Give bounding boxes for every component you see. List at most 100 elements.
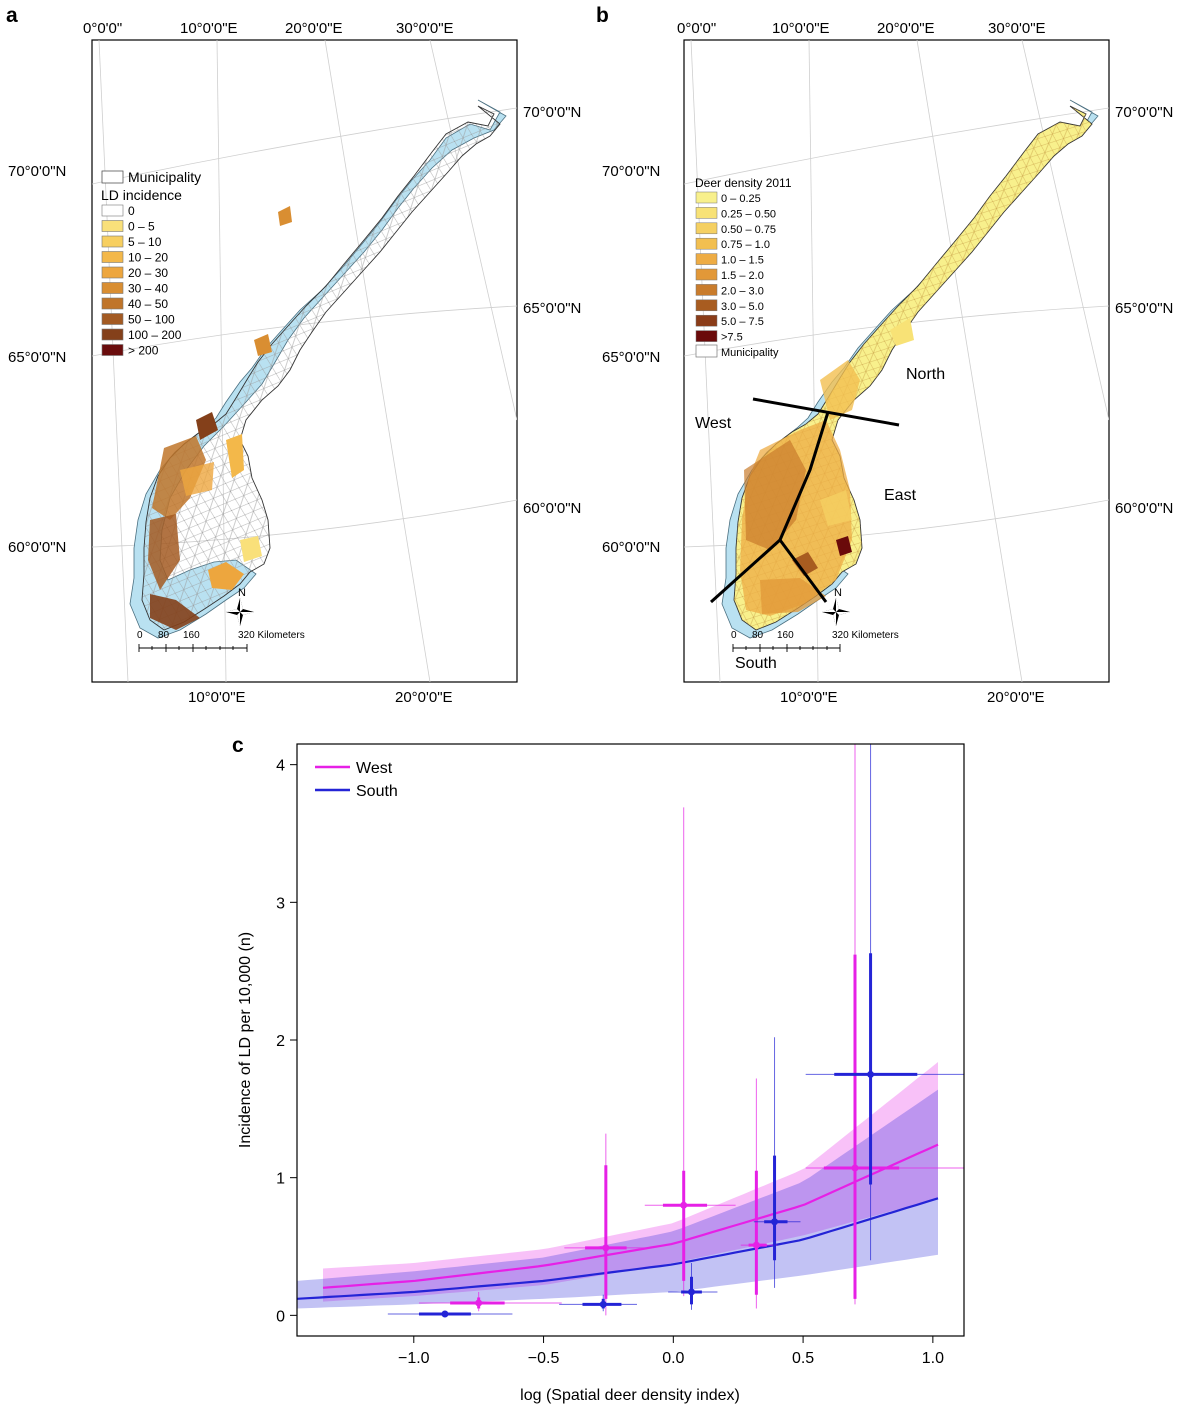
legend-label: 100 – 200	[128, 328, 182, 342]
lon-label-bottom: 20°0'0"E	[395, 689, 453, 706]
legend-label: 0.75 – 1.0	[721, 239, 770, 251]
data-point-west	[805, 744, 964, 1305]
data-point-south	[805, 744, 964, 1261]
chart-legend: West South	[315, 760, 398, 800]
legend-swatch	[101, 282, 124, 294]
north-label: N	[834, 587, 842, 599]
data-point-west	[644, 807, 736, 1297]
legend-label: 1.5 – 2.0	[721, 270, 764, 282]
confidence-band-west	[323, 1062, 938, 1302]
scale-bar-a: 0 80 160 320 Kilometers	[137, 630, 305, 652]
panel-a-letter: a	[6, 4, 18, 27]
data-point-west	[740, 1078, 778, 1309]
svg-text:320 Kilometers: 320 Kilometers	[832, 630, 899, 641]
svg-text:80: 80	[752, 630, 764, 641]
legend-swatch	[101, 344, 124, 356]
lon-label-top: 30°0'0"E	[396, 20, 454, 37]
x-axis-label: log (Spatial deer density index)	[520, 1387, 740, 1404]
x-tick-label: 0.5	[792, 1350, 814, 1367]
panel-b-coordinate-labels: 0°0'0" 10°0'0"E 20°0'0"E 30°0'0"E 10°0'0…	[602, 20, 1173, 706]
y-tick-label: 3	[276, 895, 285, 912]
legend-label: Municipality	[721, 347, 779, 359]
legend-label: 2.0 – 3.0	[721, 285, 764, 297]
legend-label: >7.5	[721, 332, 743, 344]
legend-swatch	[695, 330, 718, 342]
north-arrow-b: N	[822, 587, 850, 626]
legend-swatch	[101, 297, 124, 310]
legend-swatch	[695, 344, 718, 358]
lat-label-left: 70°0'0"N	[8, 163, 66, 180]
legend-label: 30 – 40	[128, 282, 168, 296]
lat-label-left: 65°0'0"N	[8, 349, 66, 366]
lon-label-bottom: 10°0'0"E	[780, 689, 838, 706]
ld-hotspots-a	[148, 206, 292, 630]
lat-label-right: 60°0'0"N	[523, 500, 581, 517]
legend-swatch	[101, 220, 124, 232]
data-point-west	[564, 1133, 648, 1316]
chart-axes: −1.0 −0.5 0.0 0.5 1.0 0 1 2 3 4	[276, 758, 944, 1367]
legend-label: 5 – 10	[128, 235, 162, 249]
legend-swatch	[695, 207, 718, 219]
legend-label: 10 – 20	[128, 251, 168, 265]
legend-label: 40 – 50	[128, 297, 168, 311]
lon-label-bottom: 10°0'0"E	[188, 689, 246, 706]
legend-swatch	[695, 253, 718, 265]
data-point-south	[753, 1037, 801, 1288]
panel-b: b	[596, 4, 1173, 706]
panel-a: a	[6, 4, 581, 706]
y-tick-label: 0	[276, 1308, 285, 1325]
north-label: N	[238, 587, 246, 599]
legend-swatch	[695, 284, 718, 296]
lat-label-right: 65°0'0"N	[523, 300, 581, 317]
legend-title: LD incidence	[101, 187, 182, 203]
lat-label-left: 65°0'0"N	[602, 349, 660, 366]
legend-label: 0 – 0.25	[721, 193, 761, 205]
panel-c-letter: c	[232, 734, 244, 757]
legend-swatch	[695, 299, 718, 312]
region-label-west: West	[695, 415, 732, 432]
svg-text:160: 160	[777, 630, 794, 641]
svg-text:0: 0	[731, 630, 737, 641]
lon-label-top: 0°0'0"	[83, 20, 122, 37]
lon-label-top: 10°0'0"E	[180, 20, 238, 37]
lon-label-top: 0°0'0"	[677, 20, 716, 37]
lat-label-left: 70°0'0"N	[602, 163, 660, 180]
lon-label-top: 20°0'0"E	[877, 20, 935, 37]
region-label-east: East	[884, 487, 917, 504]
y-axis-label: Incidence of LD per 10,000 (n)	[237, 932, 254, 1148]
region-divider-lines	[709, 397, 900, 604]
legend-label: 0	[128, 204, 135, 218]
legend-swatch	[695, 191, 718, 204]
scale-bar-b: 0 80 160 320 Kilometers	[731, 630, 899, 652]
deer-density-fill-b	[740, 318, 914, 616]
legend-label: 50 – 100	[128, 313, 175, 327]
lat-label-right: 70°0'0"N	[1115, 104, 1173, 121]
legend-swatch	[101, 251, 124, 263]
fit-line-west	[322, 1143, 939, 1289]
data-point-west	[418, 1291, 562, 1312]
panel-b-legend: Deer density 2011 0 – 0.25 0.25 – 0.50 0.5…	[695, 176, 792, 359]
lat-label-right: 65°0'0"N	[1115, 300, 1173, 317]
lon-label-bottom: 20°0'0"E	[987, 689, 1045, 706]
legend-label: 1.0 – 1.5	[721, 255, 764, 267]
data-point-south	[559, 1294, 637, 1312]
legend-label: > 200	[128, 344, 159, 358]
x-tick-label: 1.0	[922, 1350, 944, 1367]
region-labels: North West East South	[695, 366, 945, 672]
legend-label: 3.0 – 5.0	[721, 301, 764, 313]
legend-label: 0.25 – 0.50	[721, 208, 776, 220]
legend-label-south: South	[356, 783, 398, 800]
region-label-south: South	[735, 655, 777, 672]
legend-swatch	[101, 170, 124, 184]
y-tick-label: 1	[276, 1171, 285, 1188]
legend-label: 0 – 5	[128, 220, 155, 234]
svg-text:320 Kilometers: 320 Kilometers	[238, 630, 305, 641]
data-point-south	[668, 1263, 718, 1310]
x-tick-label: −0.5	[528, 1350, 560, 1367]
legend-swatch	[101, 204, 124, 217]
legend-swatch	[695, 268, 718, 281]
x-tick-label: 0.0	[662, 1350, 684, 1367]
panel-a-legend: Municipality LD incidence 0 0 – 55 – 10 10…	[101, 169, 201, 358]
lon-label-top: 30°0'0"E	[988, 20, 1046, 37]
